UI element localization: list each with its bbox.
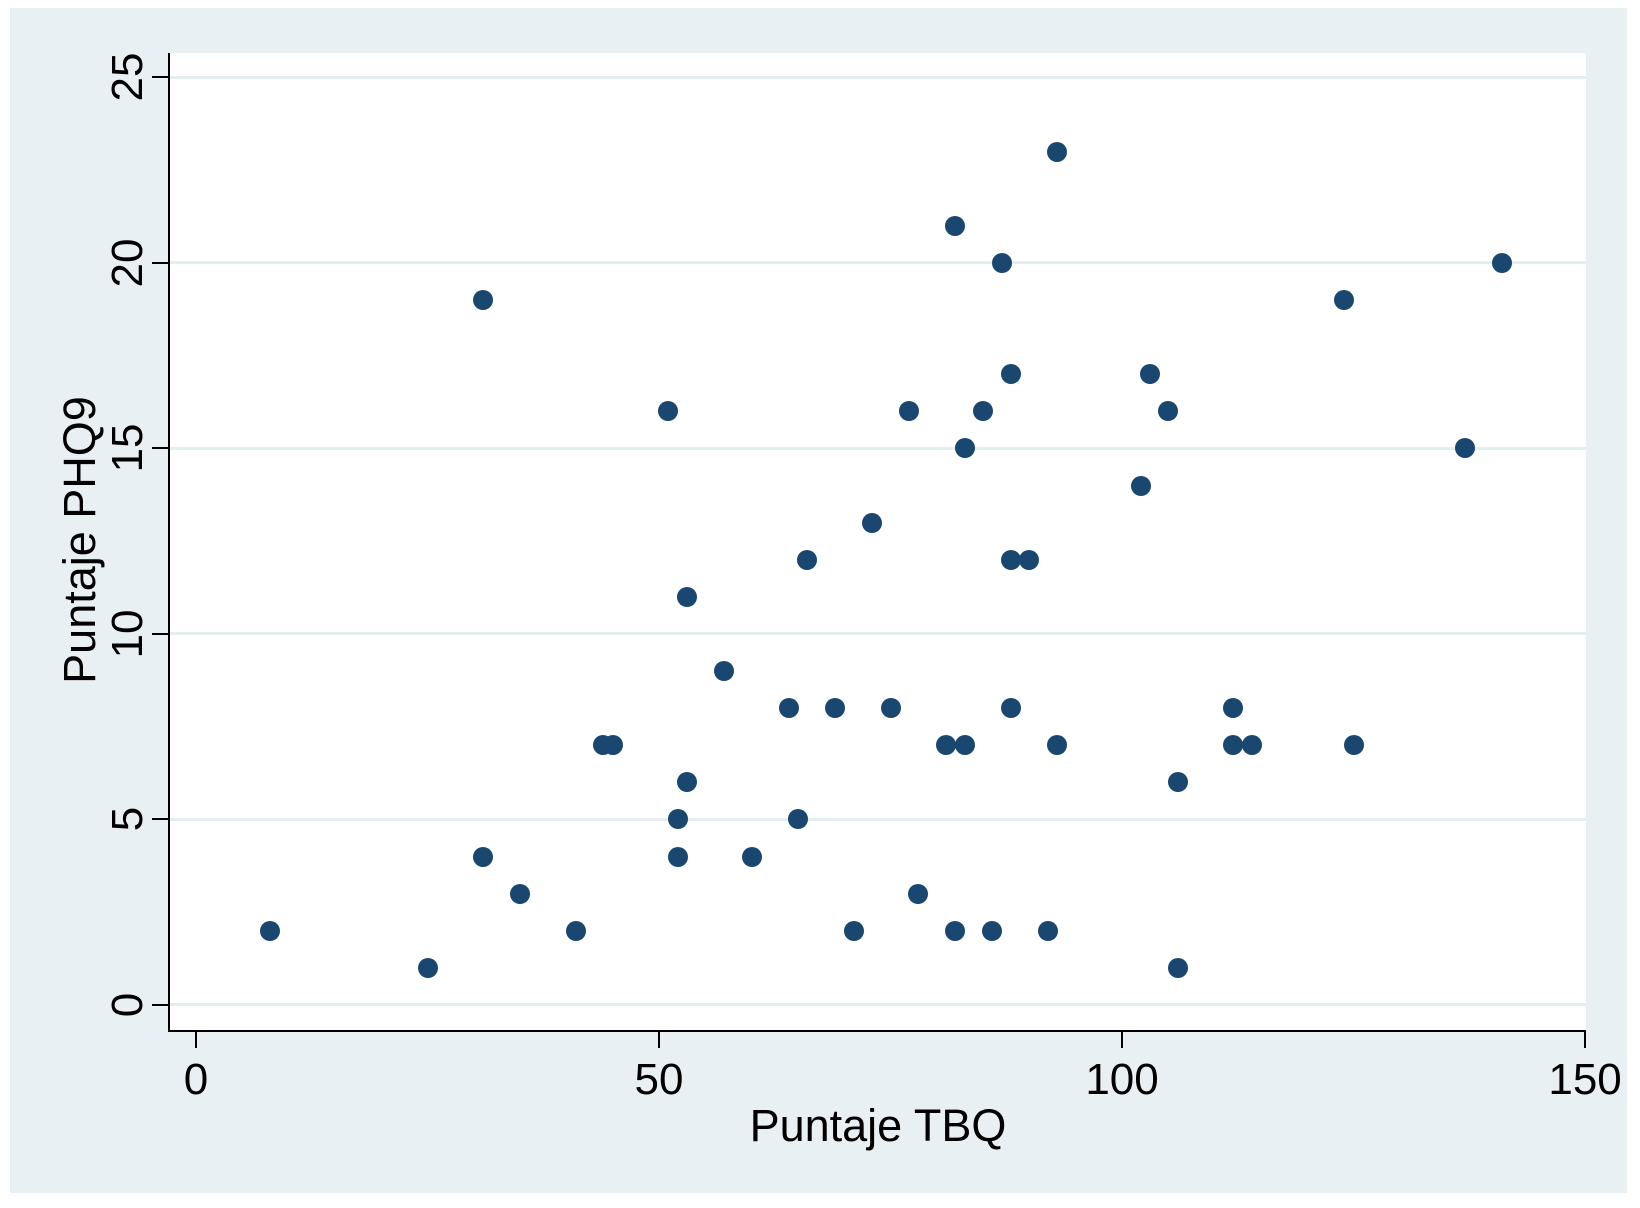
scatter-point [945, 920, 966, 941]
y-tick-label-0: 0 [103, 992, 152, 1018]
y-tick-0 [152, 1003, 168, 1006]
scatter-point [1167, 772, 1188, 793]
x-tick-0 [195, 1032, 198, 1048]
y-tick-label-10: 10 [103, 609, 152, 659]
scatter-point [778, 698, 799, 719]
x-tick-label-150: 150 [1548, 1055, 1622, 1104]
y-tick-label-5: 5 [103, 807, 152, 832]
scatter-point [713, 661, 734, 682]
scatter-point [260, 920, 281, 941]
scatter-point [824, 698, 845, 719]
x-axis-line [168, 1030, 1586, 1032]
x-tick-label-100: 100 [1085, 1055, 1159, 1104]
y-tick-label-20: 20 [103, 238, 152, 288]
y-tick-25 [152, 76, 168, 79]
scatter-point [602, 735, 623, 756]
x-tick-150 [1584, 1032, 1587, 1048]
scatter-point [899, 401, 920, 422]
scatter-point [473, 290, 494, 311]
x-tick-label-50: 50 [634, 1055, 684, 1104]
scatter-point [676, 772, 697, 793]
y-tick-label-15: 15 [103, 423, 152, 473]
plot-area [170, 53, 1586, 1032]
scatter-point [843, 920, 864, 941]
scatter-point [991, 252, 1012, 273]
scatter-point [1047, 141, 1068, 162]
scatter-point [1158, 401, 1179, 422]
y-gridline-10 [170, 632, 1586, 636]
scatter-point [417, 957, 438, 978]
y-gridline-0 [170, 1003, 1586, 1007]
scatter-point [1223, 735, 1244, 756]
y-gridline-20 [170, 261, 1586, 265]
y-axis-line [168, 53, 170, 1032]
y-gridline-5 [170, 817, 1586, 821]
scatter-point [1223, 698, 1244, 719]
scatter-point [787, 809, 808, 830]
scatter-point [982, 920, 1003, 941]
scatter-point [954, 735, 975, 756]
scatter-point [1334, 290, 1355, 311]
scatter-point [1167, 957, 1188, 978]
x-tick-50 [658, 1032, 661, 1048]
scatter-point [1019, 549, 1040, 570]
y-axis-title: Puntaje PHQ9 [54, 396, 105, 684]
y-gridline-15 [170, 446, 1586, 450]
scatter-point [1343, 735, 1364, 756]
scatter-point [862, 512, 883, 533]
scatter-point [797, 549, 818, 570]
scatter-point [945, 215, 966, 236]
y-gridline-25 [170, 75, 1586, 79]
scatter-point [1037, 920, 1058, 941]
scatter-point [1454, 438, 1475, 459]
x-tick-100 [1121, 1032, 1124, 1048]
scatter-point [667, 809, 688, 830]
scatter-point [1000, 364, 1021, 385]
y-tick-5 [152, 818, 168, 821]
scatter-point [1139, 364, 1160, 385]
x-tick-label-0: 0 [183, 1055, 209, 1104]
scatter-point [880, 698, 901, 719]
x-axis-title: Puntaje TBQ [749, 1100, 1007, 1151]
scatter-point [667, 846, 688, 867]
scatter-point [1241, 735, 1262, 756]
scatter-point [1491, 252, 1512, 273]
y-tick-10 [152, 632, 168, 635]
scatter-point [473, 846, 494, 867]
scatter-point [565, 920, 586, 941]
y-tick-20 [152, 261, 168, 264]
y-tick-label-25: 25 [103, 52, 152, 102]
scatter-point [1000, 698, 1021, 719]
scatter-point [1000, 549, 1021, 570]
scatter-point [658, 401, 679, 422]
scatter-point [954, 438, 975, 459]
scatter-point [973, 401, 994, 422]
scatter-point [676, 586, 697, 607]
y-tick-15 [152, 447, 168, 450]
scatter-point [1130, 475, 1151, 496]
scatter-point [510, 883, 531, 904]
scatter-point [908, 883, 929, 904]
scatter-point [936, 735, 957, 756]
scatter-point [741, 846, 762, 867]
scatter-point [1047, 735, 1068, 756]
